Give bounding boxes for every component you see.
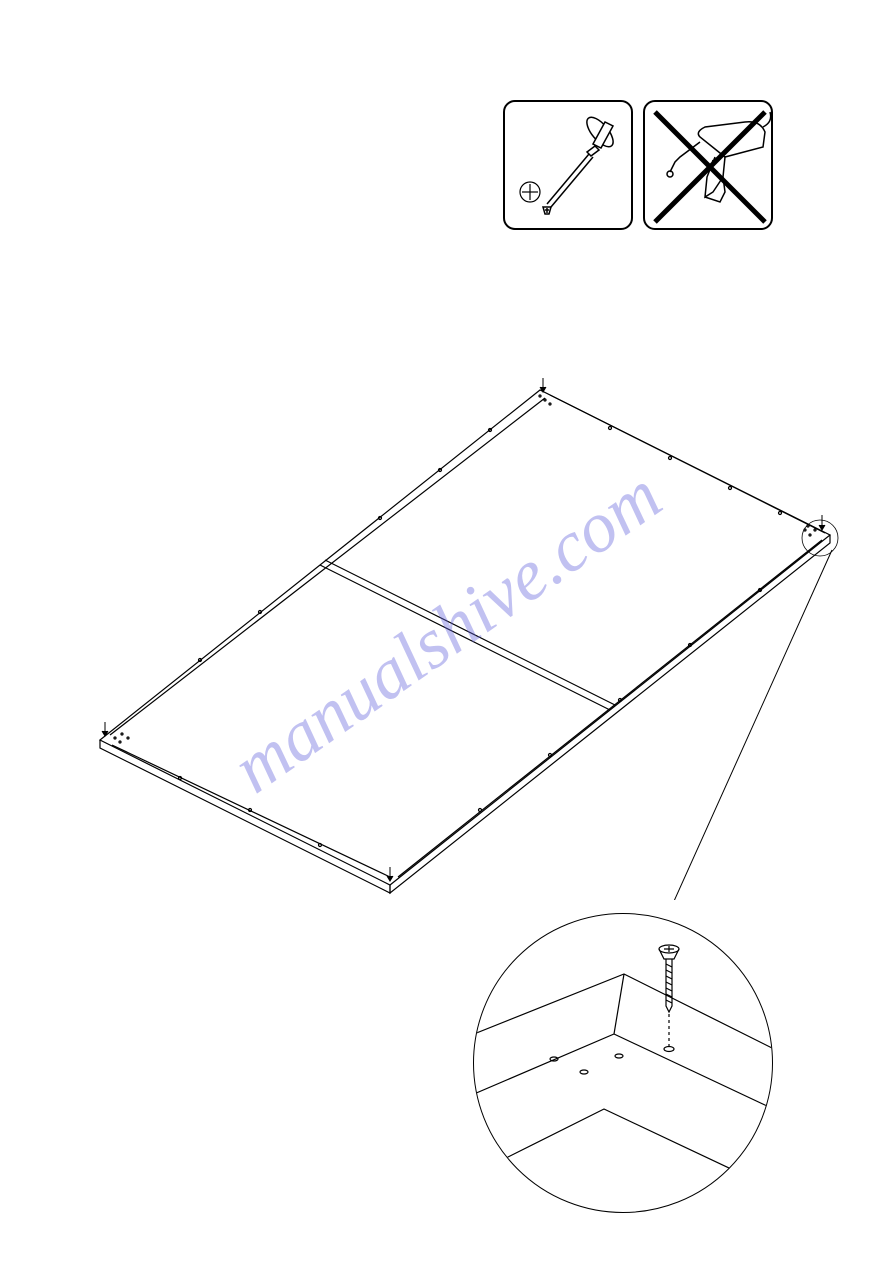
screw-detail bbox=[474, 945, 773, 1194]
screwdriver-icon bbox=[543, 113, 618, 214]
callout-leader-line bbox=[670, 550, 832, 900]
panel-isometric bbox=[100, 378, 838, 893]
tool-requirement-icons bbox=[503, 100, 773, 230]
prohibited-cross-icon bbox=[655, 112, 765, 222]
drill-prohibited-icon bbox=[643, 100, 773, 230]
detail-magnified-view bbox=[473, 913, 773, 1213]
main-assembly-diagram bbox=[50, 350, 840, 900]
screw-icon bbox=[659, 945, 679, 1012]
screwdriver-allowed-icon bbox=[503, 100, 633, 230]
phillips-symbol bbox=[520, 182, 540, 202]
